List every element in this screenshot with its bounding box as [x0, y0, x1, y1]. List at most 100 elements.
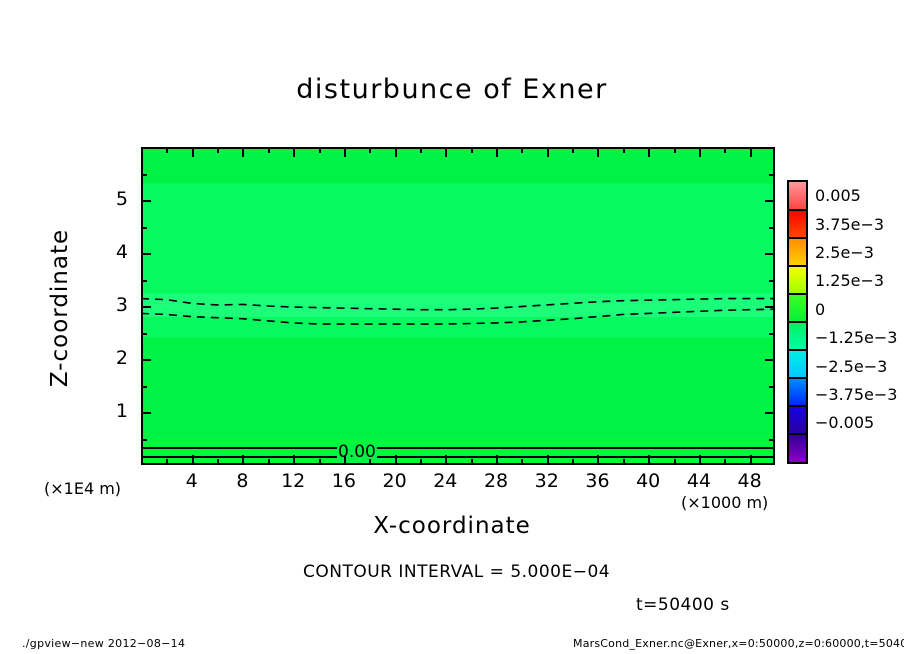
colorbar — [787, 180, 808, 464]
x-tick-label: 12 — [281, 470, 306, 492]
colorbar-separator — [789, 405, 806, 407]
x-tick-top-major — [496, 147, 498, 157]
colorbar-band — [789, 434, 806, 462]
x-tick-top-minor — [369, 147, 371, 153]
x-tick-major — [648, 455, 650, 465]
x-tick-minor — [217, 459, 219, 465]
x-tick-top-major — [547, 147, 549, 157]
colorbar-tick-label: 0 — [815, 299, 826, 319]
colorbar-separator — [789, 237, 806, 239]
y-tick-minor — [141, 280, 147, 282]
x-tick-major — [699, 455, 701, 465]
colorbar-tick-label: −0.005 — [815, 413, 875, 433]
contour-plot-area — [141, 147, 775, 465]
y-tick-right-minor — [769, 227, 775, 229]
contour-line-zero-secondary — [143, 456, 773, 458]
colorbar-tick-label: 1.25e−3 — [815, 271, 885, 291]
x-tick-top-minor — [572, 147, 574, 153]
x-tick-top-major — [750, 147, 752, 157]
x-tick-major — [445, 455, 447, 465]
colorbar-tick-label: 3.75e−3 — [815, 214, 885, 234]
x-tick-major — [597, 455, 599, 465]
y-tick-label: 5 — [115, 188, 128, 210]
y-tick-label: 2 — [115, 347, 128, 369]
contour-line-dashed — [143, 297, 773, 311]
colorbar-tick-label: −2.5e−3 — [815, 356, 888, 376]
y-tick-label: 1 — [115, 400, 128, 422]
x-tick-label: 36 — [585, 470, 610, 492]
colorbar-separator — [789, 433, 806, 435]
x-tick-top-major — [597, 147, 599, 157]
x-tick-minor — [319, 459, 321, 465]
x-tick-major — [242, 455, 244, 465]
x-tick-major — [547, 455, 549, 465]
contour-line-dashed — [143, 308, 773, 325]
colorbar-separator — [789, 321, 806, 323]
y-tick-label: 4 — [115, 241, 128, 263]
x-tick-top-major — [445, 147, 447, 157]
x-axis-title: X-coordinate — [373, 513, 531, 539]
x-tick-label: 4 — [185, 470, 198, 492]
x-tick-minor — [521, 459, 523, 465]
colorbar-separator — [789, 349, 806, 351]
x-tick-top-minor — [420, 147, 422, 153]
x-tick-minor — [572, 459, 574, 465]
x-tick-top-minor — [319, 147, 321, 153]
footer-command: ./gpview−new 2012−08−14 — [22, 637, 186, 650]
x-tick-top-minor — [674, 147, 676, 153]
page-title: disturbunce of Exner — [296, 74, 608, 105]
x-tick-top-minor — [521, 147, 523, 153]
colorbar-band — [789, 210, 806, 238]
y-tick-right-major — [765, 253, 775, 255]
x-tick-major — [750, 455, 752, 465]
contour-interval-caption: CONTOUR INTERVAL = 5.000E−04 — [303, 562, 611, 582]
y-tick-right-minor — [769, 386, 775, 388]
y-tick-minor — [141, 333, 147, 335]
colorbar-band — [789, 266, 806, 294]
colorbar-tick-label: 2.5e−3 — [815, 243, 874, 262]
x-tick-top-major — [293, 147, 295, 157]
y-tick-right-major — [765, 359, 775, 361]
x-tick-major — [496, 455, 498, 465]
x-tick-top-major — [699, 147, 701, 157]
colorbar-separator — [789, 209, 806, 211]
x-tick-label: 32 — [534, 470, 559, 492]
x-tick-top-minor — [724, 147, 726, 153]
x-tick-label: 8 — [236, 470, 249, 492]
colorbar-band — [789, 322, 806, 350]
contour-label-zero: 0.00 — [337, 442, 377, 462]
x-tick-top-minor — [217, 147, 219, 153]
y-tick-right-major — [765, 306, 775, 308]
x-tick-label: 24 — [433, 470, 458, 492]
y-tick-minor — [141, 174, 147, 176]
x-tick-top-major — [395, 147, 397, 157]
colorbar-separator — [789, 293, 806, 295]
y-tick-minor — [141, 439, 147, 441]
colorbar-separator — [789, 265, 806, 267]
colorbar-tick-label: −1.25e−3 — [815, 328, 898, 348]
y-tick-major — [141, 253, 151, 255]
y-tick-right-major — [765, 412, 775, 414]
x-tick-label: 28 — [483, 470, 509, 492]
colorbar-band — [789, 182, 806, 210]
y-axis-title: Z-coordinate — [47, 228, 73, 388]
x-tick-top-major — [242, 147, 244, 157]
colorbar-band — [789, 238, 806, 266]
x-tick-minor — [471, 459, 473, 465]
x-tick-top-major — [192, 147, 194, 157]
colorbar-band — [789, 350, 806, 378]
x-tick-major — [293, 455, 295, 465]
x-tick-top-minor — [268, 147, 270, 153]
y-tick-minor — [141, 227, 147, 229]
colorbar-band — [789, 406, 806, 434]
contour-lines-layer — [143, 297, 773, 325]
x-tick-label: 16 — [331, 470, 356, 492]
footer-dataset: MarsCond_Exner.nc@Exner,x=0:50000,z=0:60… — [573, 637, 904, 650]
y-tick-major — [141, 359, 151, 361]
x-tick-top-major — [648, 147, 650, 157]
colorbar-separator — [789, 377, 806, 379]
y-tick-right-minor — [769, 333, 775, 335]
x-tick-minor — [674, 459, 676, 465]
y-tick-right-minor — [769, 280, 775, 282]
